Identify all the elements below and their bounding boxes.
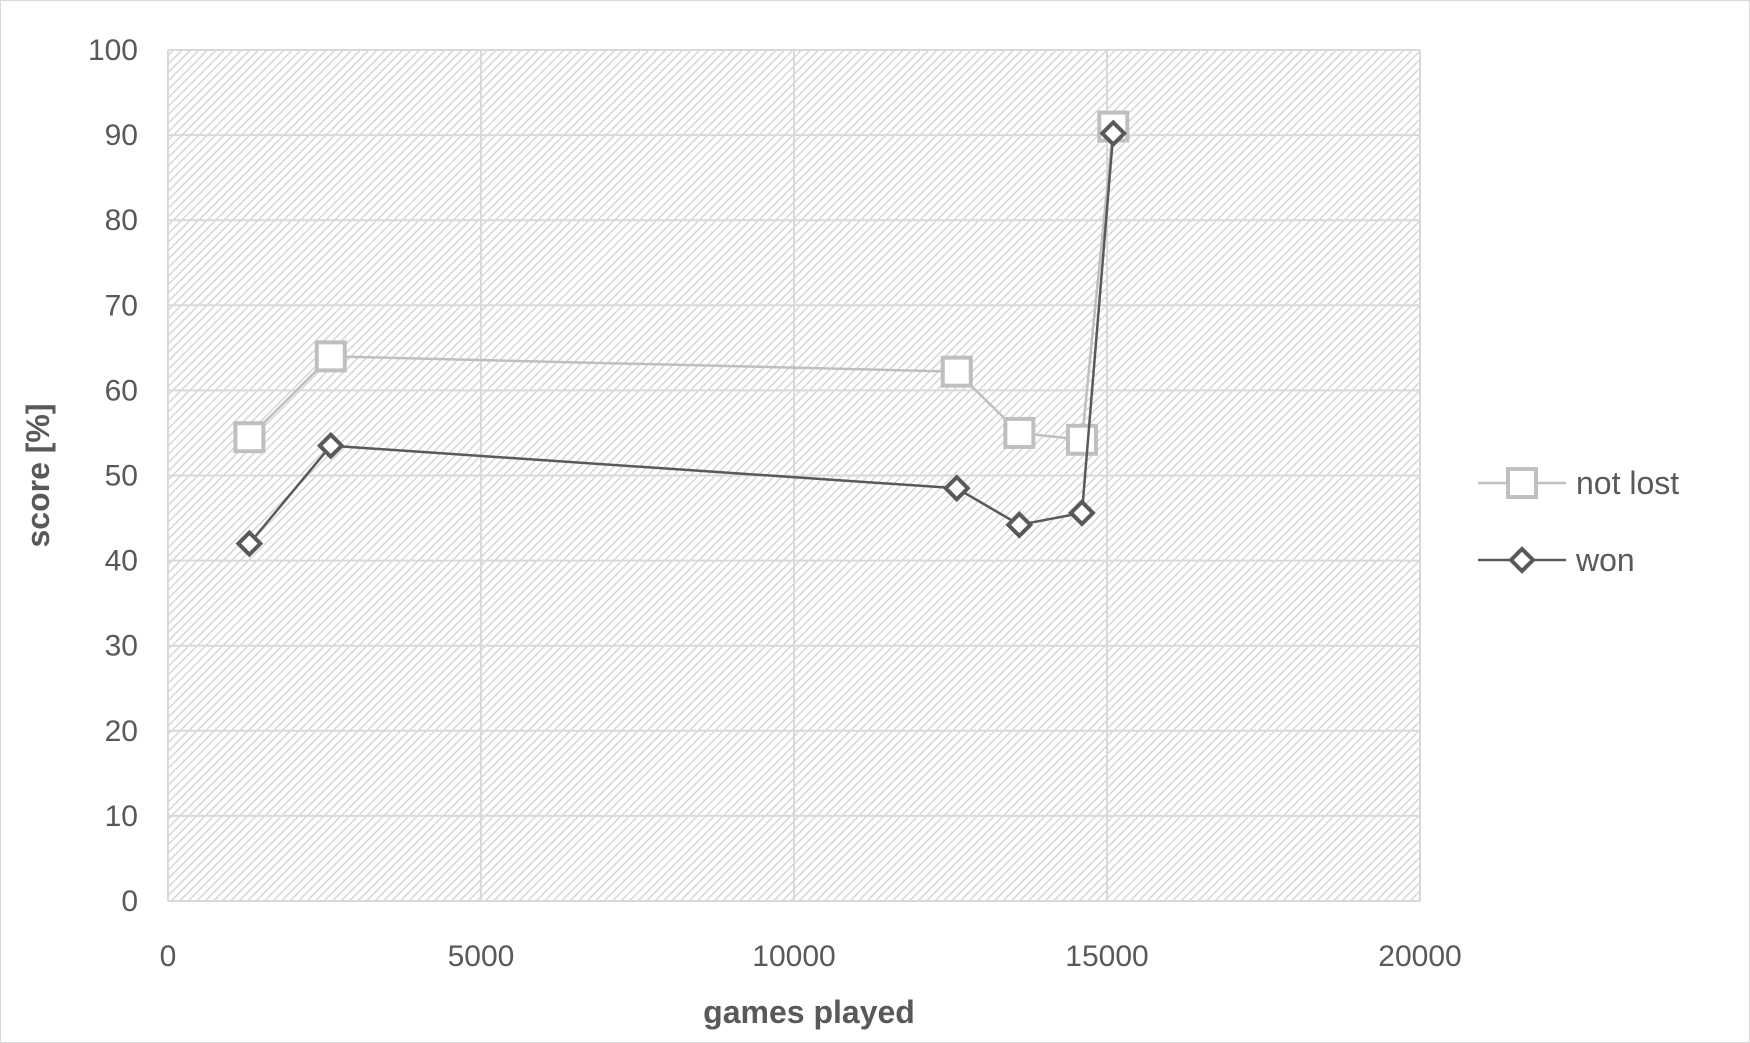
legend-item: not lost (1478, 465, 1679, 501)
x-tick-label: 0 (160, 940, 177, 973)
x-axis-title: games played (703, 994, 915, 1030)
data-point-diamond (316, 431, 345, 460)
y-tick-label: 80 (105, 204, 138, 237)
data-series (233, 110, 1130, 558)
legend-label: not lost (1576, 465, 1679, 501)
data-point-diamond (1068, 499, 1096, 527)
x-tick-label: 15000 (1065, 940, 1148, 973)
y-tick-label: 0 (121, 885, 138, 918)
y-tick-label: 20 (105, 715, 138, 748)
x-tick-label: 5000 (448, 940, 515, 973)
tick-labels: 0 10 20 30 40 50 60 70 80 90 100 0 5000 10000 15000 200… (88, 34, 1462, 973)
x-tick-label: 20000 (1378, 940, 1461, 973)
data-point-diamond (1005, 511, 1034, 539)
legend: not lost won (1478, 465, 1679, 578)
data-point-diamond (942, 474, 971, 503)
data-point-diamond (235, 529, 264, 558)
data-point-square (233, 421, 266, 454)
data-point-square (1003, 416, 1036, 449)
y-tick-label: 100 (88, 34, 138, 67)
y-tick-label: 40 (105, 545, 138, 578)
y-tick-label: 90 (105, 119, 138, 152)
grid-lines (167, 49, 1421, 902)
series-not-lost (233, 110, 1130, 456)
data-point-diamond (1099, 119, 1128, 148)
data-point-diamond (1508, 546, 1536, 574)
series-line (248, 133, 1115, 545)
y-tick-label: 70 (105, 289, 138, 322)
y-tick-label: 10 (105, 800, 138, 833)
data-point-square (314, 340, 347, 373)
legend-item: won (1478, 542, 1635, 578)
y-axis-title: score [%] (20, 403, 56, 547)
legend-label: won (1575, 542, 1635, 578)
data-point-square (940, 355, 973, 388)
data-point-square (1506, 467, 1538, 499)
y-tick-label: 50 (105, 460, 138, 493)
y-tick-label: 60 (105, 374, 138, 407)
data-point-square (1065, 423, 1098, 456)
x-tick-label: 10000 (752, 940, 835, 973)
y-tick-label: 30 (105, 630, 138, 663)
series-won (235, 119, 1128, 558)
